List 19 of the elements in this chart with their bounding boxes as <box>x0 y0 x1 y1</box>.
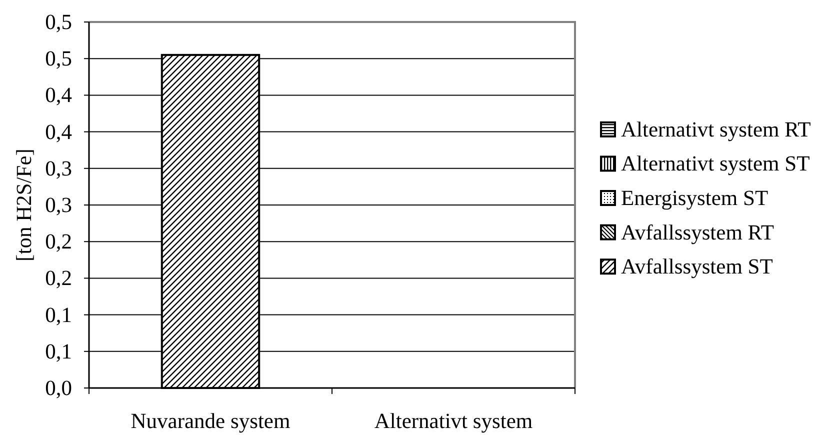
legend-label: Avfallssystem RT <box>621 220 774 244</box>
y-tick-label: 0,2 <box>45 230 72 254</box>
y-tick-label: 0,5 <box>45 46 72 71</box>
legend-label: Alternativt system ST <box>621 152 810 176</box>
x-tick-label: Alternativt system <box>374 409 533 433</box>
y-tick-label: 0,3 <box>45 193 72 217</box>
x-tick-label: Nuvarande system <box>130 409 290 433</box>
y-tick-label: 0,0 <box>45 376 72 400</box>
y-tick-label: 0,2 <box>45 266 72 290</box>
y-tick-label: 0,1 <box>45 302 72 327</box>
y-tick-label: 0,1 <box>45 339 72 364</box>
legend-label: Energisystem ST <box>621 186 768 210</box>
y-tick-label: 0,3 <box>45 156 72 180</box>
y-tick-label: 0,5 <box>45 10 72 34</box>
y-axis-title: [ton H2S/Fe] <box>12 148 36 262</box>
legend-label: Alternativt system RT <box>621 117 811 142</box>
y-tick-label: 0,4 <box>45 120 72 144</box>
legend-label: Avfallssystem ST <box>621 254 773 279</box>
y-tick-label: 0,4 <box>45 83 72 108</box>
